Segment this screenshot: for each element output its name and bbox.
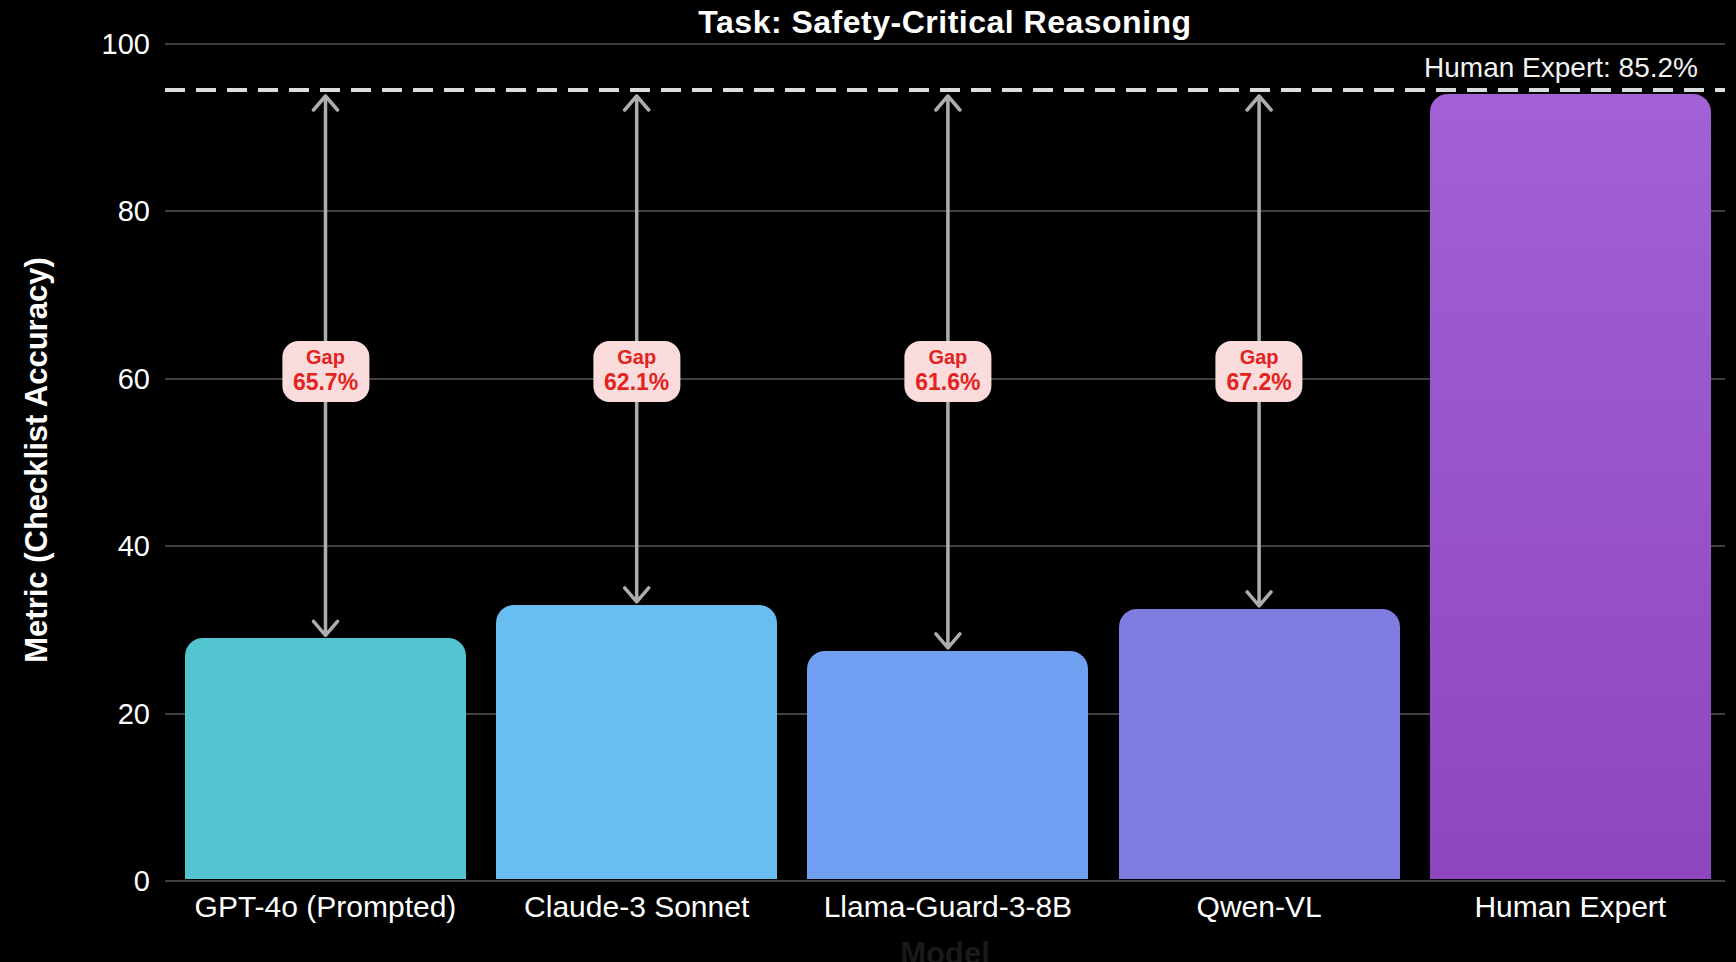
gap-badge-4: Gap67.2% [1215, 341, 1302, 402]
gap-badge-value: 67.2% [1226, 369, 1291, 395]
gap-badge-title: Gap [604, 346, 669, 369]
gap-badge-value: 62.1% [604, 369, 669, 395]
gap-badge-title: Gap [915, 346, 980, 369]
human-expert-reference-line [165, 88, 1725, 92]
gap-arrows-layer [0, 0, 1736, 962]
bar-chart-figure: Task: Safety-Critical Reasoning Metric (… [0, 0, 1736, 962]
gap-badge-value: 65.7% [293, 369, 358, 395]
gap-badge-1: Gap65.7% [282, 341, 369, 402]
gap-badge-3: Gap61.6% [904, 341, 991, 402]
gap-badge-value: 61.6% [915, 369, 980, 395]
gap-badge-title: Gap [293, 346, 358, 369]
human-expert-reference-label: Human Expert: 85.2% [1424, 52, 1698, 84]
gap-badge-2: Gap62.1% [593, 341, 680, 402]
gap-badge-title: Gap [1226, 346, 1291, 369]
